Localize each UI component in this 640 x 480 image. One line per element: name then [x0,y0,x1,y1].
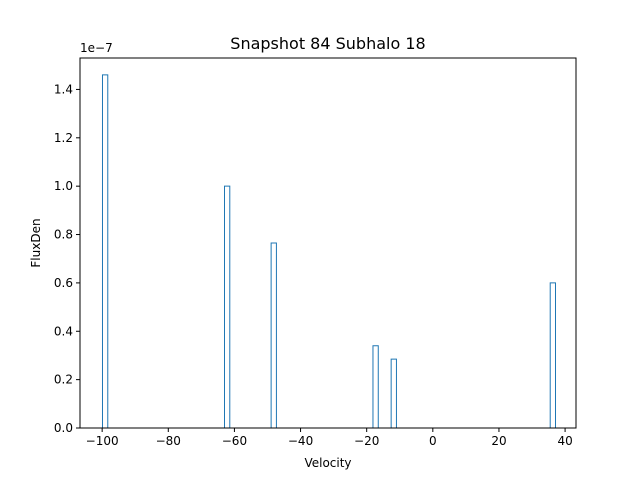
bars-group [101,74,556,428]
x-tick-label: −40 [288,434,313,448]
x-tick-label: −100 [86,434,119,448]
x-tick-label: 20 [491,434,506,448]
histogram-bar-2 [270,242,277,428]
y-tick-label: 1.2 [54,131,73,145]
x-tick-label: −60 [222,434,247,448]
y-offset-label: 1e−7 [80,41,113,55]
y-tick-label: 1.0 [54,179,73,193]
histogram-bar-3 [372,345,379,428]
x-axis-label: Velocity [304,456,351,470]
x-ticks: −100 −80 −60 −40 −20 0 20 40 [86,428,573,448]
plot-frame [79,57,577,429]
histogram-bar-1 [224,185,231,428]
y-tick-label: 0.8 [54,228,73,242]
x-tick-label: −80 [156,434,181,448]
histogram-bar-5 [549,282,556,428]
x-tick-label: −20 [354,434,379,448]
y-ticks: 0.0 0.2 0.4 0.6 0.8 1.0 1.2 1.4 [54,82,80,435]
y-tick-label: 0.4 [54,324,73,338]
y-axis-label: FluxDen [29,218,43,267]
x-tick-label: 40 [557,434,572,448]
y-tick-label: 0.0 [54,421,73,435]
chart-title: Snapshot 84 Subhalo 18 [230,34,425,53]
x-tick-label: 0 [429,434,437,448]
y-tick-label: 0.6 [54,276,73,290]
histogram-bar-0 [101,74,109,428]
histogram-bar-4 [390,358,397,428]
y-tick-label: 0.2 [54,373,73,387]
y-tick-label: 1.4 [54,82,73,96]
